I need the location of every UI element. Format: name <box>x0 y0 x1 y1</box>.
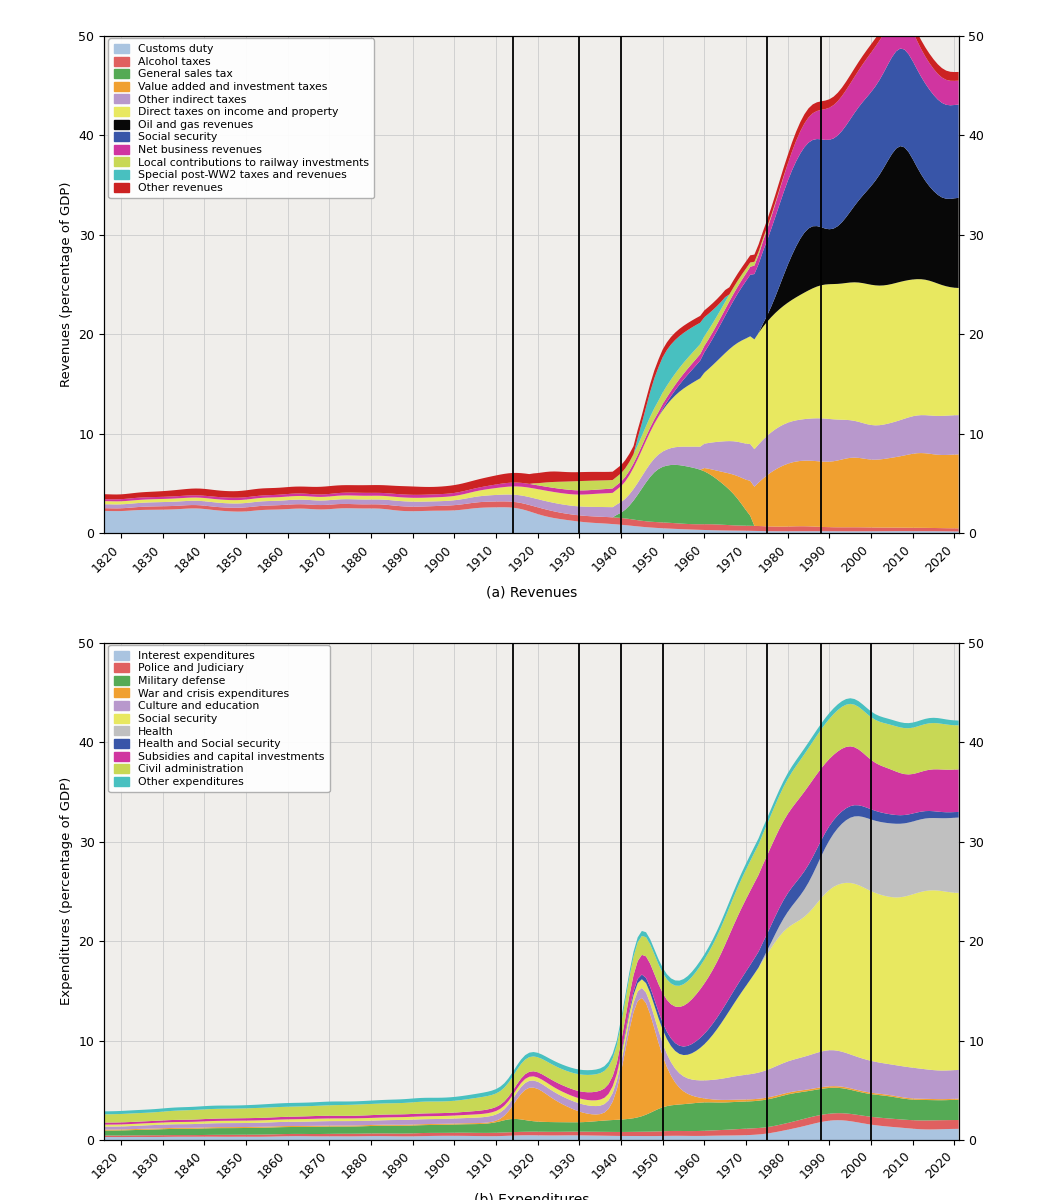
Legend: Customs duty, Alcohol taxes, General sales tax, Value added and investment taxes: Customs duty, Alcohol taxes, General sal… <box>108 38 374 198</box>
Y-axis label: Revenues (percentage of GDP): Revenues (percentage of GDP) <box>60 182 73 388</box>
X-axis label: (b) Expenditures: (b) Expenditures <box>474 1193 589 1200</box>
Legend: Interest expenditures, Police and Judiciary, Military defense, War and crisis ex: Interest expenditures, Police and Judici… <box>108 646 329 792</box>
Y-axis label: Expenditures (percentage of GDP): Expenditures (percentage of GDP) <box>60 778 73 1006</box>
X-axis label: (a) Revenues: (a) Revenues <box>486 586 577 600</box>
